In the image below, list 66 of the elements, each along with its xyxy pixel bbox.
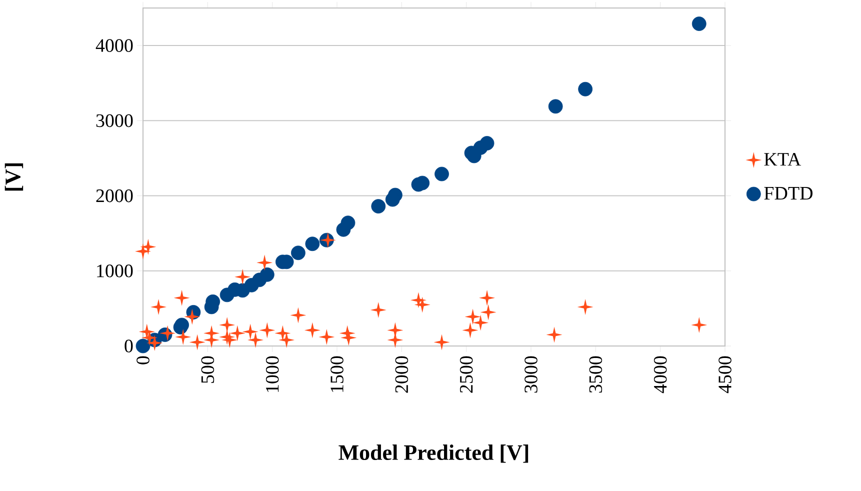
point [146, 334, 163, 351]
point [578, 82, 593, 96]
point [546, 326, 562, 343]
y-axis-title: [V] [4, 163, 24, 191]
x-tick-label: 1500 [330, 356, 344, 392]
y-tick-label: 0 [124, 340, 133, 352]
point [304, 322, 320, 338]
point [136, 338, 150, 354]
point [462, 322, 478, 338]
point [479, 290, 496, 306]
point [340, 330, 357, 346]
point [577, 298, 594, 315]
legend-label: FDTD [764, 187, 813, 200]
point [256, 254, 273, 271]
point [318, 328, 335, 345]
x-tick-label: 2500 [460, 356, 473, 393]
point [548, 99, 563, 114]
y-tick-label: 4000 [96, 39, 133, 52]
point [434, 166, 449, 182]
point [189, 334, 206, 350]
point [290, 307, 306, 324]
point [305, 236, 320, 252]
point [260, 267, 274, 282]
x-tick-label: 2000 [395, 356, 408, 393]
point [175, 328, 192, 345]
x-tick-label: 4000 [654, 356, 667, 394]
x-tick-label: 3500 [589, 356, 602, 393]
point [692, 16, 706, 31]
point [174, 290, 190, 306]
point [219, 316, 236, 333]
point [248, 332, 264, 348]
point [385, 192, 400, 207]
point [184, 308, 200, 325]
x-tick-label: 4500 [718, 356, 732, 394]
y-tick-label: 1000 [97, 264, 133, 278]
point [291, 246, 306, 260]
x-tick-label: 1000 [266, 356, 279, 392]
x-tick-label: 3000 [524, 356, 538, 393]
x-axis-title: Model Predicted [V] [338, 444, 528, 463]
x-tick-label: 0 [136, 356, 150, 364]
point [480, 304, 496, 320]
y-tick-label: 3000 [96, 114, 133, 128]
point [472, 314, 489, 331]
point [150, 298, 167, 315]
point [135, 243, 151, 260]
point [464, 308, 481, 325]
point [234, 268, 251, 285]
point [141, 330, 158, 346]
point [242, 324, 258, 340]
x-tick-label: 500 [201, 356, 214, 383]
point [274, 325, 291, 342]
point [371, 199, 386, 214]
point [691, 316, 708, 333]
y-tick-label: 2000 [96, 189, 133, 202]
point [278, 332, 295, 348]
point [480, 136, 494, 150]
point [222, 332, 238, 348]
point [370, 302, 386, 318]
point [229, 325, 246, 342]
point [160, 325, 176, 342]
point [140, 238, 156, 255]
point [340, 216, 356, 230]
point [259, 322, 276, 338]
point [414, 296, 430, 313]
point [434, 334, 450, 350]
legend-label: KTA [764, 153, 802, 166]
